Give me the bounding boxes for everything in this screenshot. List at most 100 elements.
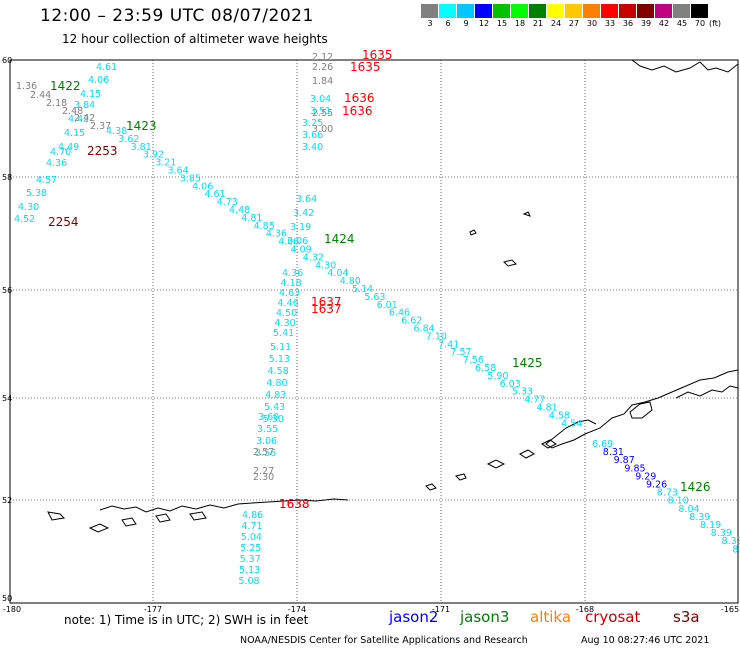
lon-tick-label: -165 bbox=[721, 605, 739, 614]
wave-height-value: 3.40 bbox=[302, 142, 323, 153]
legend-label: 70 bbox=[694, 19, 706, 28]
wave-height-value: 3.51 bbox=[310, 106, 331, 117]
wave-height-value: 3.81 bbox=[131, 142, 152, 153]
kodiak-area bbox=[629, 401, 653, 419]
wave-height-value: 8.19 bbox=[700, 520, 721, 531]
map-frame bbox=[9, 59, 739, 604]
wave-height-value: 7.56 bbox=[463, 355, 484, 366]
pass-time-label: 2254 bbox=[48, 215, 79, 229]
legend-label: 21 bbox=[532, 19, 544, 28]
wave-height-value: 5.13 bbox=[269, 354, 290, 365]
lon-tick-label: -177 bbox=[144, 605, 162, 614]
color-legend: (ft) 3 6 9 12 15 18 21 24 27 30 33 36 39 42 45 70 bbox=[421, 4, 740, 32]
pass-time-label: 1422 bbox=[50, 79, 81, 93]
legend-swatch bbox=[583, 4, 601, 18]
wave-height-value: 3.60 bbox=[258, 412, 279, 423]
bristol-coast bbox=[675, 385, 739, 399]
wave-height-value: 4.81 bbox=[241, 213, 262, 224]
wave-height-value: 4.15 bbox=[64, 128, 85, 139]
wave-height-value: 4.52 bbox=[14, 214, 35, 225]
wave-height-value: 4.30 bbox=[315, 260, 336, 271]
wave-height-value: 3.06 bbox=[287, 236, 308, 247]
footer-note: note: 1) Time is in UTC; 2) SWH is in fe… bbox=[64, 613, 309, 627]
wave-height-value: 4.09 bbox=[291, 245, 312, 256]
wave-height-value: 6.84 bbox=[414, 324, 435, 335]
legend-label: 9 bbox=[463, 19, 469, 28]
wave-height-value: 5.11 bbox=[270, 342, 291, 353]
wave-height-value: 8.31 bbox=[603, 447, 624, 458]
legend-label: 18 bbox=[514, 19, 526, 28]
wave-height-value: 4.06 bbox=[88, 75, 109, 86]
sat-legend-jason3: jason3 bbox=[460, 608, 510, 626]
wave-height-value: 4.06 bbox=[192, 181, 213, 192]
wave-height-value-gray: 2.44 bbox=[30, 90, 51, 101]
lat-tick-label: 54 bbox=[2, 394, 12, 403]
legend-swatch bbox=[565, 4, 583, 18]
wave-height-value: 4.06 bbox=[278, 237, 299, 248]
pass-time-label: 1425 bbox=[512, 356, 543, 370]
wave-height-value: 3.06 bbox=[256, 436, 277, 447]
wave-height-value: 4.85 bbox=[254, 221, 275, 232]
wave-height-value: 6.58 bbox=[475, 363, 496, 374]
wave-height-value: 4.83 bbox=[265, 390, 286, 401]
legend-label: 30 bbox=[586, 19, 598, 28]
wave-height-value: 3.64 bbox=[296, 194, 317, 205]
wave-height-value: 5.41 bbox=[273, 328, 294, 339]
wave-height-value-gray: 2.42 bbox=[74, 113, 95, 124]
aleutian-islands-east bbox=[425, 439, 557, 491]
legend-label: 36 bbox=[622, 19, 634, 28]
legend-swatch bbox=[637, 4, 655, 18]
wave-height-value: 3.56 bbox=[255, 448, 276, 459]
wave-height-value: 5.63 bbox=[364, 292, 385, 303]
wave-height-value: 4.15 bbox=[80, 89, 101, 100]
wave-height-value: 5.30 bbox=[263, 414, 284, 425]
legend-label: 27 bbox=[568, 19, 580, 28]
wave-height-value: 6.03 bbox=[500, 379, 521, 390]
lat-tick-label: 60 bbox=[2, 56, 12, 65]
aleutian-chain-west bbox=[99, 498, 349, 513]
wave-height-value: 4.58 bbox=[268, 366, 289, 377]
legend-swatch bbox=[457, 4, 475, 18]
wave-height-value: 4.86 bbox=[242, 510, 263, 521]
legend-unit: (ft) bbox=[709, 19, 722, 28]
legend-label: 12 bbox=[478, 19, 490, 28]
wave-height-value: 4.57 bbox=[36, 175, 57, 186]
wave-height-value: 4.30 bbox=[18, 202, 39, 213]
wave-height-value: 5.14 bbox=[352, 284, 373, 295]
wave-height-value: 4.46 bbox=[278, 298, 299, 309]
wave-height-value: 8.04 bbox=[678, 504, 699, 515]
wave-height-value-gray: 2.12 bbox=[312, 52, 333, 63]
page-title: 12:00 – 23:59 UTC 08/07/2021 bbox=[40, 6, 314, 26]
wave-height-value: 4.42 bbox=[68, 114, 89, 125]
legend-swatch bbox=[601, 4, 619, 18]
page-subtitle: 12 hour collection of altimeter wave hei… bbox=[62, 32, 328, 46]
lon-tick-label: -171 bbox=[432, 605, 450, 614]
legend-label: 39 bbox=[640, 19, 652, 28]
wave-height-value: 5.25 bbox=[240, 543, 261, 554]
legend-swatch bbox=[493, 4, 511, 18]
wave-height-value: 3.92 bbox=[143, 150, 164, 161]
legend-swatch bbox=[421, 4, 439, 18]
wave-height-value: 6.46 bbox=[389, 308, 410, 319]
legend-label-row: (ft) 3 6 9 12 15 18 21 24 27 30 33 36 39 42 45 70 bbox=[421, 18, 740, 32]
legend-swatch-bar bbox=[421, 4, 740, 18]
wave-height-value: 5.43 bbox=[264, 402, 285, 413]
wave-height-value: 5.13 bbox=[239, 565, 260, 576]
wave-height-value: 3.64 bbox=[168, 166, 189, 177]
pass-time-label: 2253 bbox=[87, 144, 118, 158]
wave-height-value: 4.80 bbox=[340, 276, 361, 287]
wave-height-value: 8.33 bbox=[722, 536, 740, 547]
legend-label: 42 bbox=[658, 19, 670, 28]
wave-height-value: 4.49 bbox=[58, 142, 79, 153]
wave-height-value: 4.36 bbox=[46, 158, 67, 169]
wave-height-value: 3.66 bbox=[302, 130, 323, 141]
sat-legend-jason2: jason2 bbox=[389, 608, 439, 626]
wave-height-value: 4.38 bbox=[106, 126, 127, 137]
aleutian-islands bbox=[47, 511, 207, 533]
generated-timestamp: Aug 10 08:27:46 UTC 2021 bbox=[581, 635, 710, 646]
lat-tick-label: 58 bbox=[2, 173, 12, 182]
wave-height-value: 5.37 bbox=[240, 554, 261, 565]
wave-height-value: 8.10 bbox=[668, 496, 689, 507]
wave-height-value: 4.70 bbox=[50, 147, 71, 158]
